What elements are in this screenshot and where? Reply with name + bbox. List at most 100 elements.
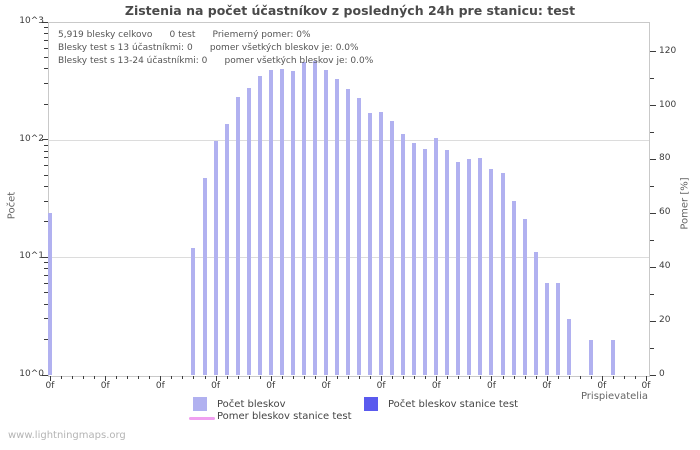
- legend-label-total-flashes: Počet bleskov: [217, 399, 286, 410]
- stats-line-2: Blesky test s 13 účastníkmi: 0 pomer vše…: [58, 43, 359, 53]
- x-tick-minor: [226, 376, 228, 379]
- x-tick-minor: [259, 376, 261, 379]
- y-tick-label-right: 120: [659, 45, 677, 56]
- x-tick-major: [325, 376, 327, 381]
- x-tick-major: [546, 376, 548, 381]
- y-tick-left-major: [42, 21, 48, 23]
- x-tick-label: 0f: [487, 381, 496, 391]
- x-tick-minor: [403, 376, 405, 379]
- bar: [390, 120, 395, 375]
- x-tick-minor: [590, 376, 592, 379]
- y-tick-label-right: 100: [659, 99, 677, 110]
- y-tick-right-minor: [650, 293, 654, 295]
- legend-label-station-flashes: Počet bleskov stanice test: [388, 399, 519, 410]
- x-tick-minor: [480, 376, 482, 379]
- bar: [213, 141, 218, 375]
- y-tick-left-minor: [44, 282, 48, 284]
- legend-swatch-total-flashes: [193, 397, 207, 411]
- bar: [588, 339, 593, 375]
- y-tick-label-right: 20: [659, 315, 671, 326]
- y-tick-left-minor: [44, 262, 48, 264]
- x-tick-major: [270, 376, 272, 381]
- bar: [566, 318, 571, 375]
- x-tick-major: [50, 376, 51, 381]
- x-tick-major: [105, 376, 107, 381]
- y-tick-left-minor: [44, 56, 48, 58]
- y-tick-left-minor: [44, 174, 48, 176]
- x-tick-label: 0f: [641, 381, 651, 391]
- y-tick-left-minor: [44, 339, 48, 341]
- bar: [467, 159, 472, 375]
- x-tick-minor: [182, 376, 184, 379]
- bar: [544, 283, 549, 375]
- bar: [489, 169, 494, 375]
- y-tick-right-minor: [650, 185, 654, 187]
- x-tick-minor: [314, 376, 316, 379]
- bar: [379, 111, 384, 375]
- x-tick-minor: [72, 376, 74, 379]
- x-tick-minor: [171, 376, 173, 379]
- bar: [533, 252, 538, 375]
- y-tick-left-minor: [44, 68, 48, 70]
- x-tick-label: 0f: [155, 381, 165, 391]
- x-tick-minor: [348, 376, 349, 379]
- bar: [456, 162, 461, 375]
- bar: [235, 97, 240, 375]
- y-tick-label-right: 0: [659, 369, 665, 379]
- x-tick-major: [160, 376, 162, 381]
- y-tick-label-left: 10^0: [19, 369, 44, 379]
- x-tick-label: 0f: [431, 381, 441, 391]
- x-tick-minor: [458, 376, 460, 379]
- bar: [48, 212, 52, 375]
- x-tick-minor: [248, 376, 250, 379]
- x-tick-minor: [116, 376, 118, 379]
- bar: [312, 61, 317, 375]
- y-tick-right-major: [650, 320, 656, 322]
- legend-swatch-station-flashes: [364, 397, 378, 411]
- x-tick-major: [436, 376, 438, 381]
- bar: [401, 133, 406, 375]
- x-tick-minor: [579, 376, 581, 379]
- y-tick-right-minor: [650, 239, 654, 241]
- y-tick-right-major: [650, 105, 656, 107]
- bar: [257, 75, 262, 375]
- bar: [511, 201, 516, 375]
- bar: [224, 124, 229, 375]
- x-tick-minor: [392, 376, 394, 379]
- y-tick-left-minor: [44, 26, 48, 28]
- x-tick-label: 0f: [321, 381, 331, 391]
- y-tick-label-left: 10^2: [19, 133, 44, 144]
- y-tick-left-minor: [44, 39, 48, 41]
- bar: [346, 89, 350, 375]
- stats-line-3: Blesky test s 13-24 účastníkmi: 0 pomer …: [58, 56, 374, 66]
- y-tick-label-left: 10^3: [19, 16, 44, 26]
- x-tick-minor: [292, 376, 294, 379]
- x-tick-major: [601, 376, 603, 381]
- bar: [500, 173, 505, 375]
- x-tick-minor: [61, 376, 63, 379]
- y-tick-left-minor: [44, 200, 48, 202]
- y-tick-label-right: 40: [659, 261, 671, 272]
- x-tick-minor: [303, 376, 305, 379]
- x-tick-major: [646, 376, 647, 381]
- y-tick-left-minor: [44, 157, 48, 159]
- bar: [357, 98, 362, 375]
- bar: [368, 112, 373, 375]
- y-tick-left-major: [42, 256, 48, 258]
- x-tick-minor: [513, 376, 515, 379]
- y-axis-label-left: Počet: [6, 191, 18, 220]
- y-tick-right-minor: [650, 131, 654, 133]
- x-tick-minor: [193, 376, 195, 379]
- x-tick-minor: [568, 376, 570, 379]
- bar: [555, 283, 560, 375]
- y-tick-right-major: [650, 212, 656, 214]
- y-tick-left-minor: [44, 165, 48, 167]
- x-tick-minor: [281, 376, 283, 379]
- y-tick-label-left: 10^1: [19, 251, 44, 262]
- bar: [268, 70, 273, 375]
- x-tick-minor: [370, 376, 372, 379]
- bar: [301, 62, 306, 375]
- x-tick-label: 0f: [376, 381, 386, 391]
- x-tick-minor: [623, 376, 625, 379]
